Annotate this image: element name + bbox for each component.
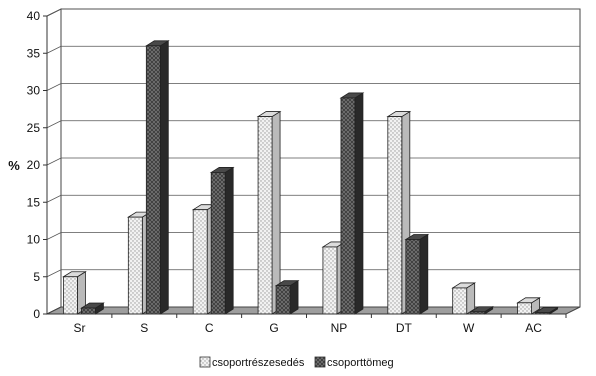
legend-label-dark: csoporttömeg: [327, 357, 394, 369]
legend-swatch-dark: [314, 356, 326, 368]
y-tick-label: 10: [27, 233, 41, 247]
bar-front: [127, 216, 143, 315]
x-tick-label: DT: [396, 321, 413, 335]
y-tick-label: 0: [33, 307, 40, 321]
x-tick-label: G: [269, 321, 278, 335]
bar: [274, 279, 300, 315]
bar-front: [63, 276, 78, 315]
bar: [144, 40, 170, 315]
y-tick-label: 35: [27, 46, 41, 60]
bar-front: [210, 172, 226, 315]
bar: [62, 271, 87, 315]
bar: [386, 110, 412, 315]
legend-label-light: csoportrészesedés: [212, 357, 305, 369]
gridline: [46, 83, 580, 91]
y-axis: 0 5 10 15 20 25 30 35 40: [27, 9, 48, 321]
bar-side: [159, 40, 169, 315]
floor: [46, 306, 581, 315]
bars: [62, 40, 559, 315]
x-tick-label: AC: [525, 321, 542, 335]
x-tick-label: Sr: [73, 321, 85, 335]
bar-front: [322, 246, 338, 315]
bar-front: [387, 116, 403, 315]
legend: csoportrészesedés csoporttömeg: [199, 356, 394, 369]
bar-front: [405, 239, 421, 315]
bar-front: [145, 45, 161, 315]
gridline: [46, 45, 580, 54]
bar-front: [340, 97, 356, 315]
bar-front: [81, 307, 96, 315]
bar-side: [289, 279, 299, 315]
bar-front: [517, 302, 532, 315]
x-tick-label: W: [463, 321, 475, 335]
plot-walls: [46, 8, 581, 315]
bar: [256, 110, 282, 315]
x-tick-label: S: [140, 321, 148, 335]
legend-swatch-light: [199, 356, 211, 368]
bar-front: [452, 287, 468, 315]
y-tick-label: 30: [27, 84, 41, 98]
y-tick-label: 5: [33, 270, 40, 284]
bar: [451, 282, 477, 315]
y-tick-label: 20: [27, 158, 41, 172]
bar-front: [192, 209, 208, 315]
bar: [209, 166, 235, 315]
bar-front: [257, 116, 273, 315]
x-axis: Sr S C G NP DT W AC: [47, 313, 567, 335]
x-tick-label: C: [205, 321, 214, 335]
y-tick-label: 25: [27, 121, 41, 135]
bar-side: [419, 233, 429, 315]
bar-side: [224, 166, 234, 315]
bar: [339, 92, 365, 315]
x-tick-label: NP: [331, 321, 348, 335]
y-axis-label: %: [8, 158, 20, 173]
bar-front: [275, 285, 291, 315]
bar: [404, 233, 430, 315]
gridline: [46, 8, 580, 17]
y-tick-label: 40: [27, 9, 41, 23]
y-tick-label: 15: [27, 195, 41, 209]
bar-side: [354, 92, 364, 315]
